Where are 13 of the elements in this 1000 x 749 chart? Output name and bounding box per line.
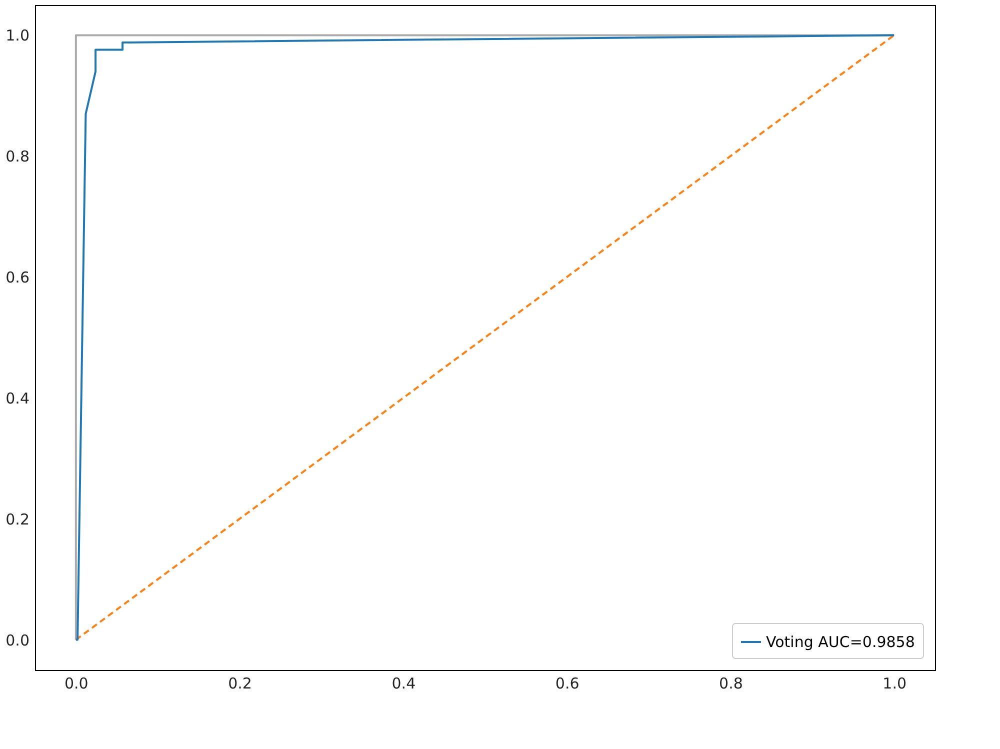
y-tick-label: 0.2 xyxy=(6,510,30,528)
y-tick-label: 1.0 xyxy=(6,26,30,45)
x-tick-label: 0.6 xyxy=(555,674,580,692)
y-tick-label: 0.6 xyxy=(6,268,30,287)
y-tick-label: 0.4 xyxy=(6,389,30,408)
x-tick-label: 0.4 xyxy=(392,674,416,692)
x-tick-label: 0.8 xyxy=(719,674,743,692)
x-tick-label: 1.0 xyxy=(882,674,907,692)
legend-label: Voting AUC=0.9858 xyxy=(766,633,915,651)
y-tick-label: 0.0 xyxy=(6,631,30,650)
y-tick-label: 0.8 xyxy=(6,148,30,166)
x-tick-label: 0.0 xyxy=(64,674,88,692)
x-tick-label: 0.2 xyxy=(228,674,252,692)
